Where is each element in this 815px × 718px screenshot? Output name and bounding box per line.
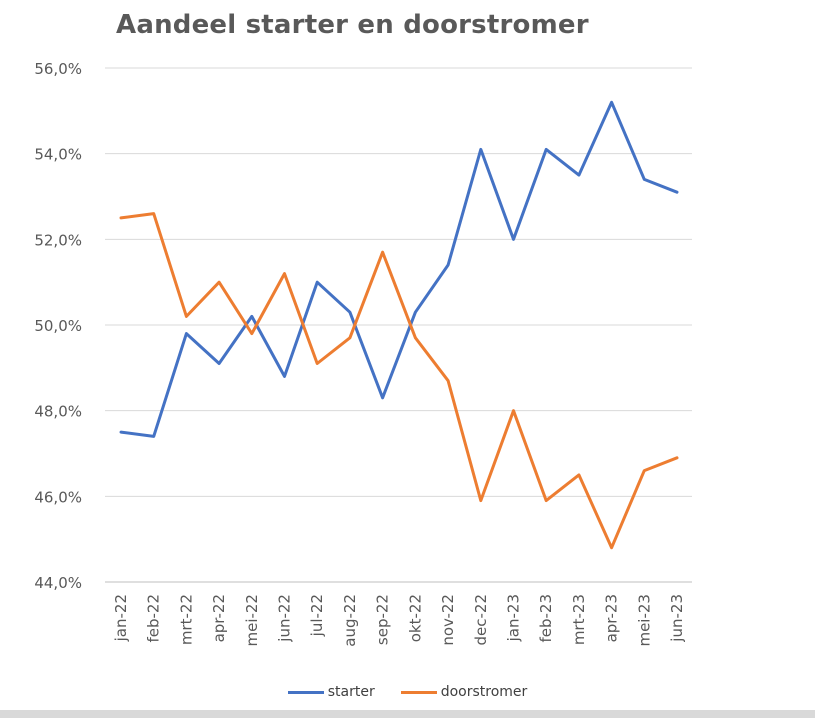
y-tick-label: 50,0% xyxy=(34,317,82,335)
x-tick-label: jan-23 xyxy=(504,594,522,642)
legend-label-starter: starter xyxy=(327,684,375,700)
y-tick-label: 46,0% xyxy=(34,488,82,506)
x-tick-label: mei-22 xyxy=(243,594,261,647)
y-tick-label: 48,0% xyxy=(34,403,82,421)
x-tick-label: apr-23 xyxy=(603,594,621,642)
x-tick-label: mei-23 xyxy=(635,594,653,647)
legend-swatch-starter xyxy=(287,690,324,694)
y-tick-label: 44,0% xyxy=(34,574,82,592)
legend-label-doorstromer: doorstromer xyxy=(440,684,528,700)
x-tick-label: apr-22 xyxy=(210,594,228,642)
x-tick-label: jun-22 xyxy=(276,594,294,643)
y-tick-label: 56,0% xyxy=(34,60,82,78)
x-tick-label: okt-22 xyxy=(406,594,424,642)
x-tick-label: mrt-23 xyxy=(570,594,588,645)
x-tick-label: nov-22 xyxy=(439,594,457,646)
x-tick-label: feb-23 xyxy=(537,594,555,643)
chart-title: Aandeel starter en doorstromer xyxy=(116,10,589,40)
x-tick-label: aug-22 xyxy=(341,594,359,647)
series-line-starter xyxy=(119,100,679,438)
x-tick-label: mrt-22 xyxy=(177,594,195,645)
x-tick-label: jul-22 xyxy=(308,594,326,637)
legend: starter doorstromer xyxy=(0,684,815,700)
legend-swatch-doorstromer xyxy=(400,690,437,694)
x-tick-label: sep-22 xyxy=(374,594,392,645)
y-tick-label: 54,0% xyxy=(34,146,82,164)
legend-item-starter: starter xyxy=(287,684,375,700)
bottom-edge xyxy=(0,710,815,718)
legend-item-doorstromer: doorstromer xyxy=(400,684,528,700)
x-tick-label: jun-23 xyxy=(668,594,686,643)
x-tick-label: feb-22 xyxy=(145,594,163,643)
y-tick-label: 52,0% xyxy=(34,231,82,249)
series-line-doorstromer xyxy=(119,212,679,550)
x-tick-label: dec-22 xyxy=(472,594,490,646)
x-tick-label: jan-22 xyxy=(112,594,130,642)
